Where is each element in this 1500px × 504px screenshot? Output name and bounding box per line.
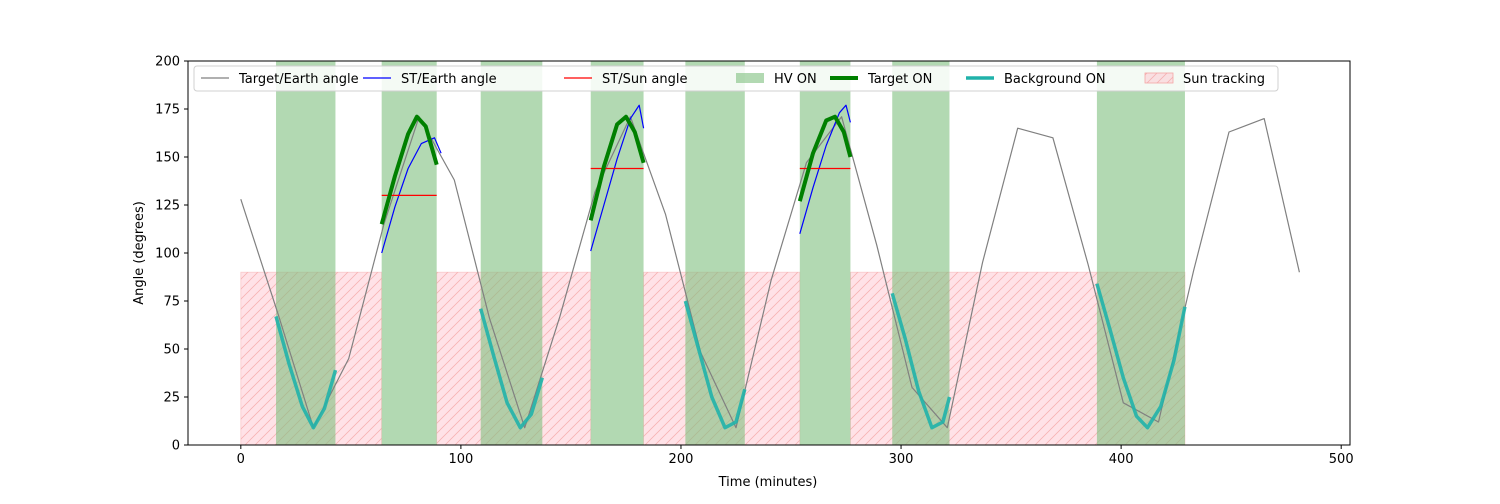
legend-swatch [736, 73, 764, 83]
hv-on-regions [276, 61, 1185, 445]
hv-on-region [799, 61, 851, 445]
legend-entry: Sun tracking [1144, 72, 1265, 87]
y-tick-label: 0 [172, 439, 180, 454]
hv-on-region [590, 61, 644, 445]
y-tick-label: 175 [155, 103, 180, 118]
y-tick-label: 50 [163, 343, 180, 358]
axes: 0 100 200 300 400 500 0 25 50 75 100 125 150 175 200 [155, 55, 1353, 468]
x-tick-label: 200 [669, 452, 694, 467]
legend: Target/Earth angle ST/Earth angle ST/Sun a… [193, 65, 1279, 92]
series-line-st-earth-angle [381, 137, 442, 254]
legend-entry: Background ON [966, 72, 1106, 87]
legend-entry: Target/Earth angle [201, 72, 359, 87]
series-line-target-on [588, 114, 646, 221]
hv-on-region [276, 61, 336, 445]
series-line-st-earth-angle [590, 104, 645, 252]
hv-on-region [381, 61, 437, 445]
legend-label: Background ON [1004, 72, 1106, 87]
legend-label: Target ON [867, 72, 932, 87]
legend-entry: HV ON [736, 72, 817, 87]
y-tick-label: 100 [155, 247, 180, 262]
legend-entry: ST/Earth angle [363, 72, 497, 87]
x-axis-label: Time (minutes) [718, 475, 818, 490]
x-tick-label: 0 [237, 452, 245, 467]
y-tick-label: 200 [155, 55, 180, 70]
y-tick-label: 150 [155, 151, 180, 166]
x-tick-label: 400 [1109, 452, 1134, 467]
legend-label: Sun tracking [1183, 72, 1265, 87]
y-tick-label: 75 [163, 295, 180, 310]
series-line-background-on [1095, 283, 1187, 430]
series-lines [240, 104, 1300, 430]
legend-entry: ST/Sun angle [564, 72, 688, 87]
hv-on-region [892, 61, 950, 445]
legend-label: HV ON [774, 72, 817, 87]
legend-label: Target/Earth angle [238, 72, 359, 87]
legend-label: ST/Earth angle [401, 72, 497, 87]
series-line-background-on [274, 315, 338, 430]
hv-on-region [480, 61, 543, 445]
x-tick-label: 300 [889, 452, 914, 467]
y-tick-label: 25 [163, 391, 180, 406]
y-tick-label: 125 [155, 199, 180, 214]
legend-swatch [1144, 72, 1174, 84]
y-axis-label: Angle (degrees) [132, 201, 147, 305]
x-tick-label: 500 [1329, 452, 1354, 467]
series-line-background-on [479, 308, 544, 430]
series-line-st-earth-angle [799, 104, 851, 234]
hv-on-region [1096, 61, 1185, 445]
hv-on-region [685, 61, 745, 445]
series-line-target-on [797, 114, 853, 202]
legend-label: ST/Sun angle [602, 72, 688, 87]
series-line-target-on [379, 114, 439, 225]
series-line-background-on [683, 300, 747, 430]
series-line-background-on [890, 292, 952, 430]
legend-entry: Target ON [830, 72, 932, 87]
x-tick-label: 100 [448, 452, 473, 467]
